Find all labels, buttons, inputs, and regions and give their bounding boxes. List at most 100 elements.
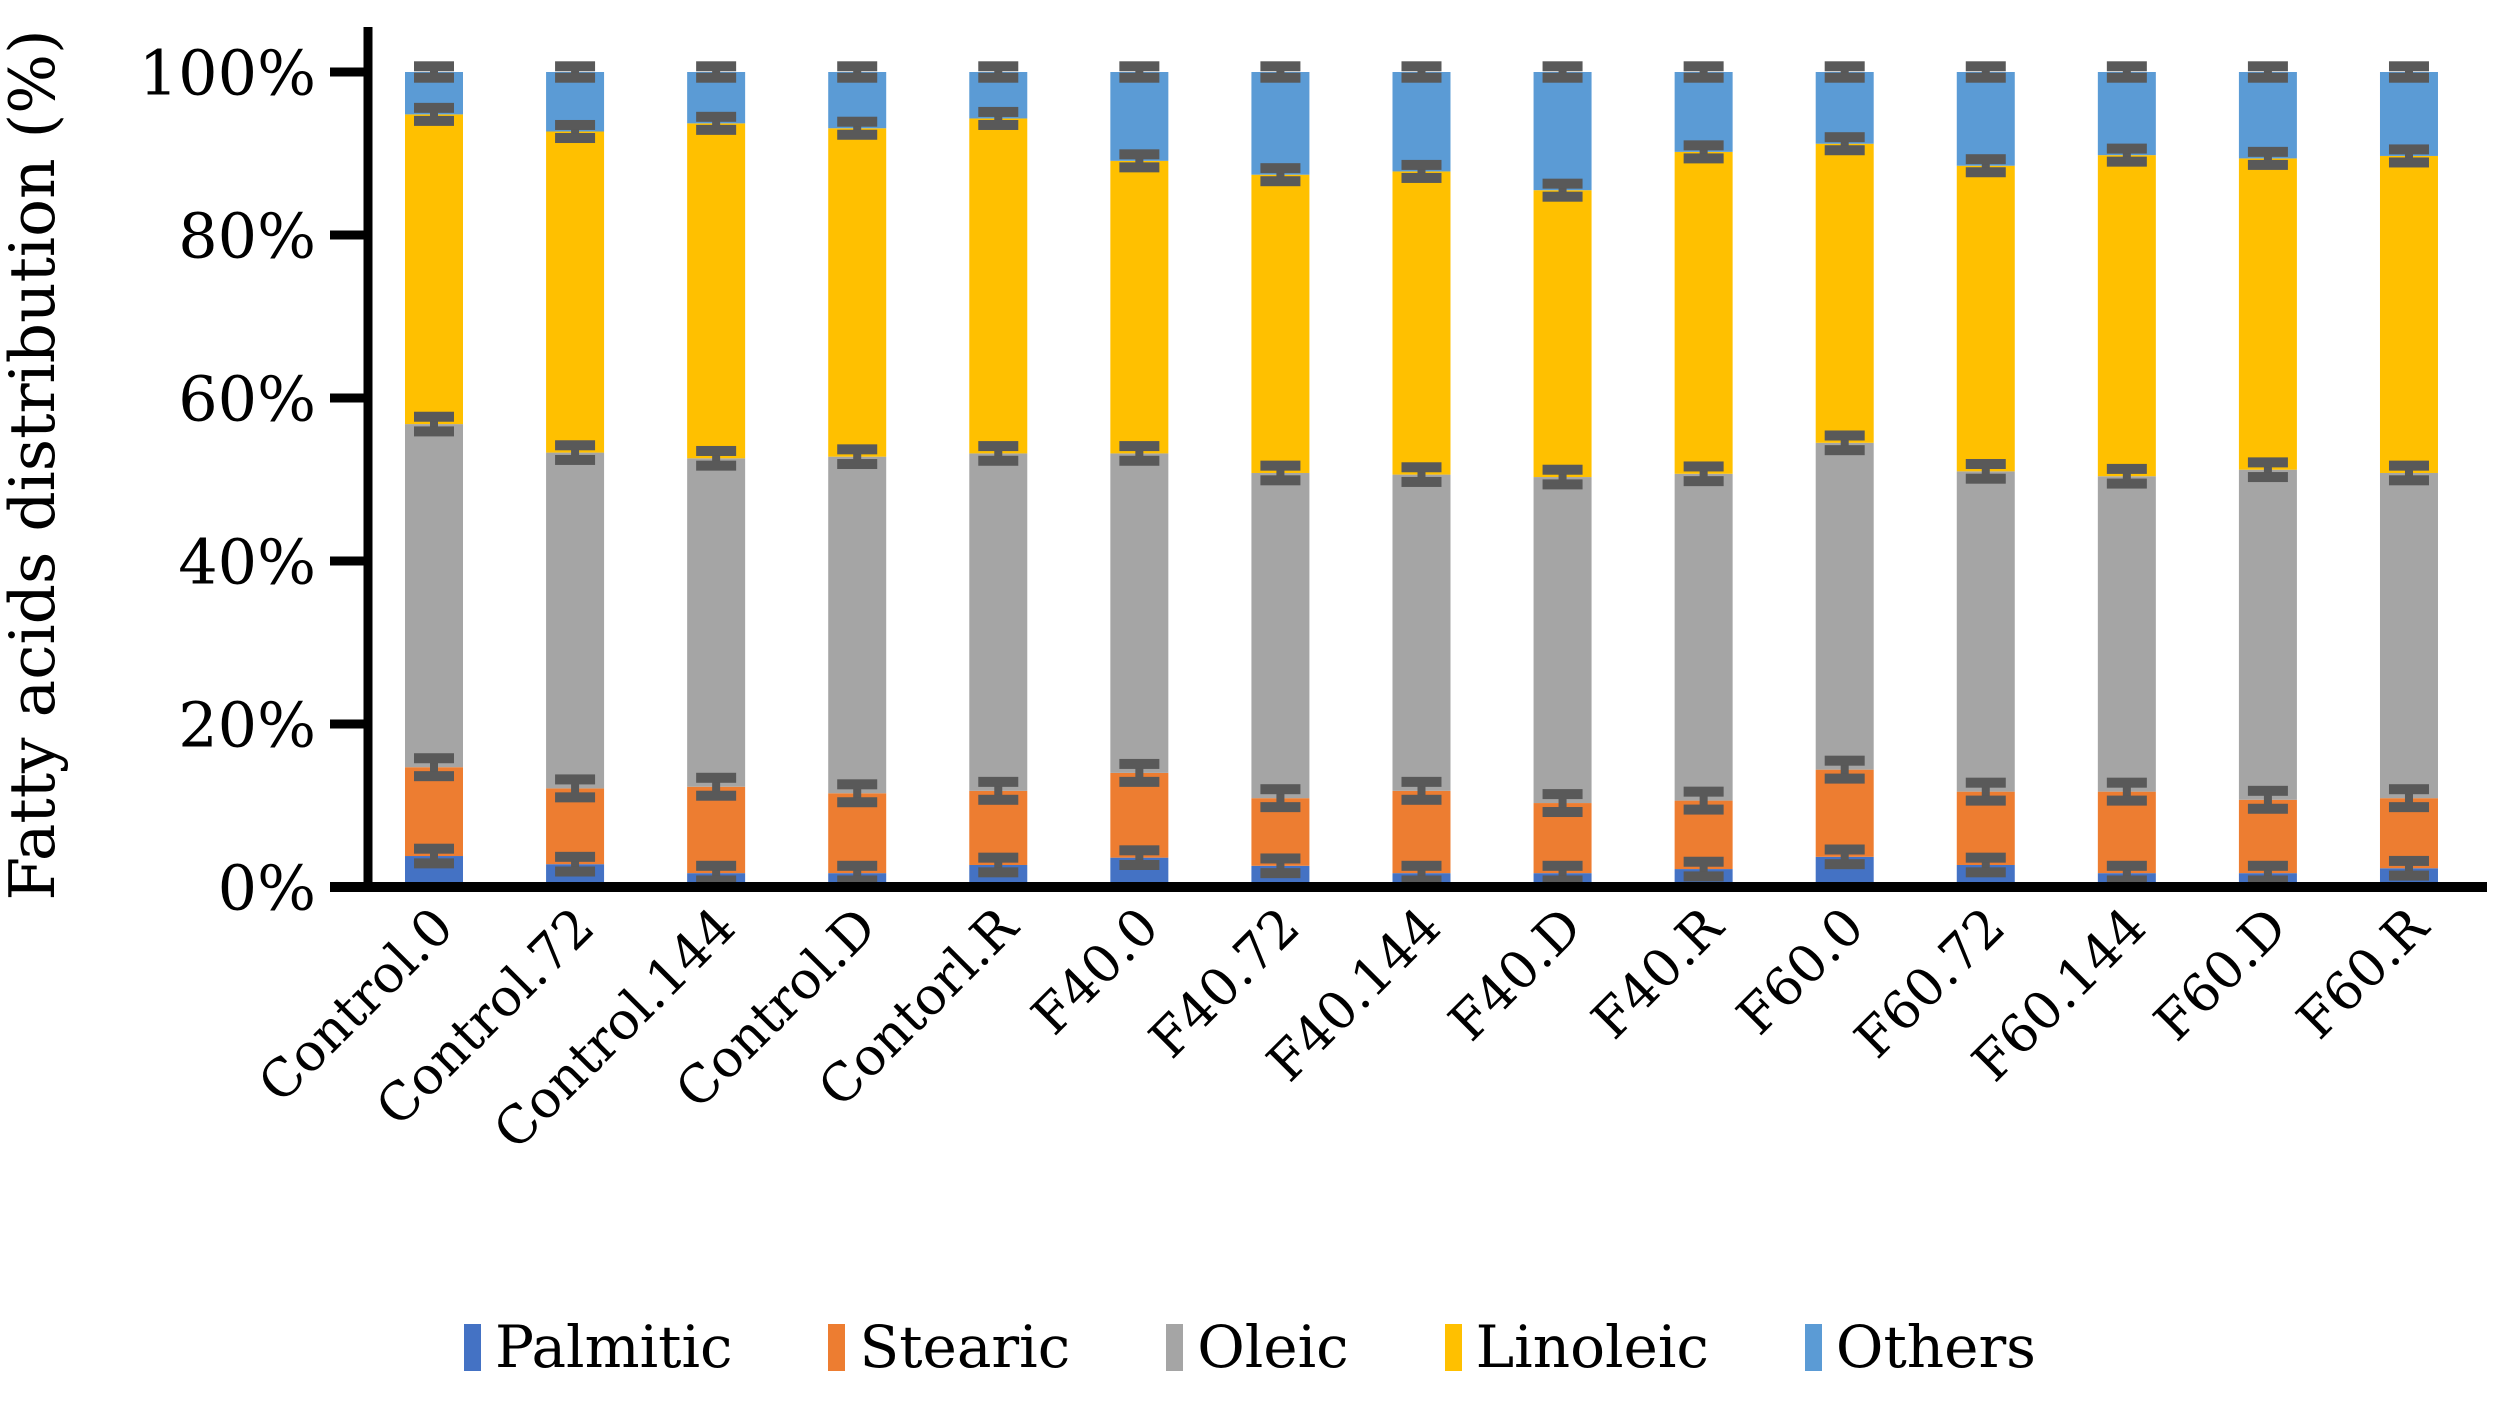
error-bar-oleic-f60.72 bbox=[1981, 464, 1990, 479]
error-bar-stearic-f40.144 bbox=[1417, 781, 1426, 800]
error-bar-linoleic-control.144-bottom-cap bbox=[696, 124, 737, 135]
error-bar-others-f60.d-bottom-cap bbox=[2247, 72, 2288, 83]
error-bar-oleic-f40.72-top-cap bbox=[1260, 460, 1301, 471]
error-bar-others-f40.d-top-cap bbox=[1542, 61, 1583, 72]
error-bar-stearic-f60.0-bottom-cap bbox=[1824, 773, 1865, 784]
error-bar-stearic-f60.d-top-cap bbox=[2247, 785, 2288, 796]
bar-segment-linoleic-contorl.r bbox=[969, 118, 1028, 454]
error-bar-palmitic-f40.r bbox=[1699, 861, 1708, 877]
error-bar-linoleic-f60.r bbox=[2404, 149, 2413, 163]
error-bar-stearic-control.0 bbox=[430, 758, 438, 777]
error-bar-linoleic-f40.0-top-cap bbox=[1119, 149, 1160, 160]
error-bar-oleic-f60.0 bbox=[1840, 435, 1849, 451]
error-bar-others-f40.d bbox=[1558, 66, 1567, 78]
error-bar-others-f40.72-top-cap bbox=[1260, 61, 1301, 72]
bar-segment-linoleic-f40.0 bbox=[1110, 160, 1169, 454]
error-bar-oleic-f40.144-top-cap bbox=[1401, 462, 1442, 473]
error-bar-stearic-control.72-top-cap bbox=[555, 774, 596, 785]
y-tick-label-20: 20% bbox=[178, 688, 316, 761]
error-bar-stearic-f40.72 bbox=[1276, 789, 1285, 808]
y-tick-80 bbox=[330, 230, 368, 240]
x-axis-label-f40.d: F40.D bbox=[1438, 897, 1594, 1053]
bar-segment-others-f40.144 bbox=[1392, 72, 1451, 172]
error-bar-stearic-control.72-bottom-cap bbox=[555, 792, 596, 803]
error-bar-others-f40.r-top-cap bbox=[1683, 61, 1724, 72]
bar-segment-linoleic-f60.144 bbox=[2097, 155, 2156, 477]
error-bar-linoleic-control.144-top-cap bbox=[696, 111, 737, 122]
error-bar-linoleic-f40.0 bbox=[1135, 154, 1144, 168]
error-bar-palmitic-f40.d-top-cap bbox=[1542, 860, 1583, 871]
x-axis-labels-group: Control.0Control.72Control.144Control.DC… bbox=[247, 895, 2441, 1161]
error-bar-linoleic-control.d bbox=[853, 121, 862, 135]
y-tick-label-0: 0% bbox=[218, 851, 316, 924]
error-bar-oleic-control.72-bottom-cap bbox=[555, 454, 596, 465]
error-bar-stearic-f60.72-bottom-cap bbox=[1965, 795, 2006, 806]
error-bar-stearic-f40.r-bottom-cap bbox=[1683, 804, 1724, 815]
error-bar-oleic-f60.0-bottom-cap bbox=[1824, 445, 1865, 456]
legend-swatch-oleic bbox=[1166, 1323, 1184, 1371]
error-bar-oleic-f40.72-bottom-cap bbox=[1260, 475, 1301, 486]
bar-segment-oleic-f40.d bbox=[1533, 477, 1592, 804]
error-bar-oleic-f60.144 bbox=[2122, 468, 2131, 484]
y-axis-title: Fatty acids distribution (%) bbox=[0, 29, 69, 900]
error-bar-linoleic-f40.d-bottom-cap bbox=[1542, 191, 1583, 202]
error-bar-palmitic-control.0-top-cap bbox=[414, 843, 454, 854]
error-bar-stearic-f60.72 bbox=[1981, 782, 1990, 801]
x-axis-label-control.144: Control.144 bbox=[483, 897, 748, 1162]
error-bar-stearic-f40.r-top-cap bbox=[1683, 786, 1724, 797]
error-bar-oleic-f40.r-top-cap bbox=[1683, 461, 1724, 472]
error-bar-oleic-f40.72 bbox=[1276, 465, 1285, 481]
error-bar-linoleic-control.0-top-cap bbox=[414, 102, 454, 113]
error-bar-linoleic-f60.144-bottom-cap bbox=[2106, 156, 2147, 167]
error-bar-others-f40.d-bottom-cap bbox=[1542, 72, 1583, 83]
error-bar-palmitic-control.d bbox=[853, 865, 862, 881]
bar-segment-oleic-contorl.r bbox=[969, 453, 1028, 791]
legend: Palmitic Stearic Oleic Linoleic Others bbox=[0, 1318, 2500, 1376]
error-bar-oleic-f40.144-bottom-cap bbox=[1401, 476, 1442, 487]
error-bar-palmitic-control.72-bottom-cap bbox=[555, 866, 596, 877]
error-bar-stearic-control.0-top-cap bbox=[414, 753, 454, 764]
axes-group: 0% 20% 40% 60% 80% 100% bbox=[139, 27, 2487, 924]
error-bar-oleic-f40.r bbox=[1699, 466, 1708, 482]
error-bar-palmitic-f60.72-bottom-cap bbox=[1965, 867, 2006, 878]
error-bar-oleic-control.72 bbox=[571, 445, 580, 460]
bar-segment-oleic-control.d bbox=[828, 456, 887, 794]
bar-segment-oleic-control.72 bbox=[546, 452, 605, 789]
error-bar-others-control.0-top-cap bbox=[414, 61, 454, 72]
y-tick-20 bbox=[330, 719, 368, 729]
bar-segment-linoleic-f40.d bbox=[1533, 190, 1592, 478]
error-bar-stearic-f40.144-bottom-cap bbox=[1401, 794, 1442, 805]
y-tick-40 bbox=[330, 556, 368, 566]
error-bar-others-f60.0-bottom-cap bbox=[1824, 72, 1865, 83]
error-bar-others-control.144 bbox=[712, 66, 721, 78]
error-bar-linoleic-f40.72-top-cap bbox=[1260, 163, 1301, 174]
error-bar-palmitic-f60.0-top-cap bbox=[1824, 844, 1865, 855]
error-bar-stearic-f60.144-bottom-cap bbox=[2106, 795, 2147, 806]
y-tick-100 bbox=[330, 67, 368, 77]
error-bar-linoleic-f40.r bbox=[1699, 145, 1708, 159]
error-bar-stearic-f60.r bbox=[2404, 789, 2413, 808]
error-bar-stearic-control.144 bbox=[712, 777, 721, 796]
error-bar-palmitic-f60.d bbox=[2263, 865, 2272, 881]
error-bar-oleic-f60.d-bottom-cap bbox=[2247, 472, 2288, 483]
error-bar-palmitic-control.0 bbox=[430, 848, 438, 864]
error-bar-others-f40.144-top-cap bbox=[1401, 61, 1442, 72]
y-tick-label-60: 60% bbox=[178, 362, 316, 435]
error-bar-others-f40.0-bottom-cap bbox=[1119, 72, 1160, 83]
bar-segment-others-f40.d bbox=[1533, 72, 1592, 191]
bar-segment-oleic-control.0 bbox=[405, 424, 463, 768]
error-bar-stearic-f40.d bbox=[1558, 794, 1567, 813]
bar-segment-stearic-f40.0 bbox=[1110, 772, 1169, 858]
error-bar-oleic-control.0-bottom-cap bbox=[414, 426, 454, 437]
error-bar-palmitic-f40.r-top-cap bbox=[1683, 856, 1724, 867]
error-bar-stearic-control.144-bottom-cap bbox=[696, 790, 737, 801]
error-bar-oleic-f60.d-top-cap bbox=[2247, 457, 2288, 468]
error-bar-others-control.0-bottom-cap bbox=[414, 72, 454, 83]
legend-label-others: Others bbox=[1835, 1313, 2036, 1381]
error-bar-linoleic-f60.d-bottom-cap bbox=[2247, 159, 2288, 170]
error-bar-oleic-f40.0 bbox=[1135, 446, 1144, 461]
error-bar-stearic-control.d bbox=[853, 784, 862, 803]
error-bar-linoleic-f40.144-bottom-cap bbox=[1401, 172, 1442, 183]
error-bar-oleic-f60.r-top-cap bbox=[2388, 460, 2429, 471]
error-bar-palmitic-f40.72 bbox=[1276, 858, 1285, 874]
